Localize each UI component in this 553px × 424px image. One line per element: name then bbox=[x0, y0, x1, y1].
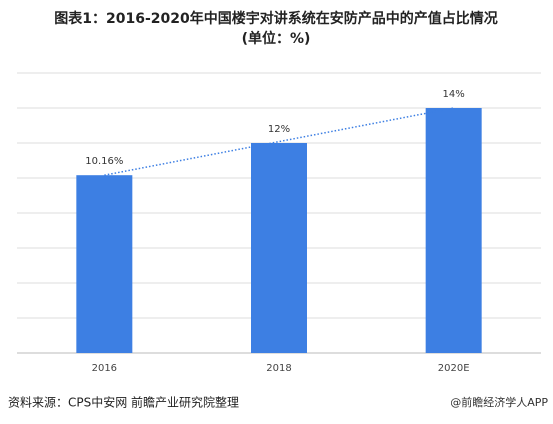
x-tick-label: 2018 bbox=[266, 363, 291, 374]
x-tick-label: 2016 bbox=[92, 363, 117, 374]
value-label: 10.16% bbox=[85, 156, 123, 167]
bar bbox=[251, 143, 307, 353]
bar bbox=[425, 108, 482, 353]
source-note: 资料来源：CPS中安网 前瞻产业研究院整理 bbox=[8, 395, 239, 410]
watermark: @前瞻经济学人APP bbox=[450, 395, 548, 409]
value-label: 12% bbox=[268, 124, 290, 135]
value-label: 14% bbox=[443, 89, 465, 100]
x-tick-label: 2020E bbox=[438, 363, 470, 374]
chart-title: 图表1：2016-2020年中国楼宇对讲系统在安防产品中的产值占比情况 bbox=[54, 10, 497, 27]
bar bbox=[76, 175, 133, 353]
chart-subtitle: (单位：%) bbox=[242, 30, 311, 47]
